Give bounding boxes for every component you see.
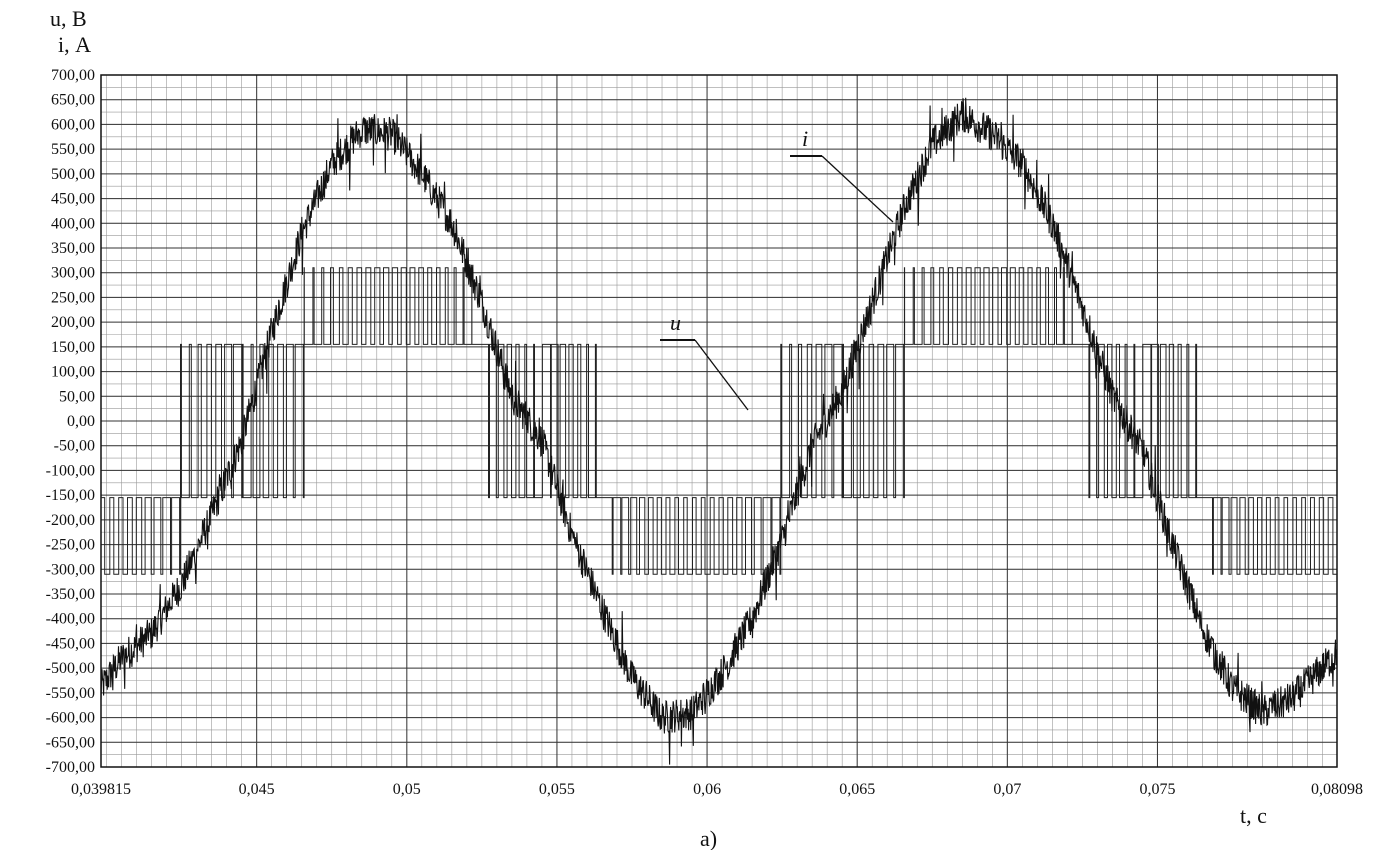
y-tick-label: 450,00: [51, 191, 95, 208]
y-tick-label: 50,00: [59, 388, 95, 405]
y-tick-label: 150,00: [51, 339, 95, 356]
annotation-i-label: i: [802, 126, 808, 151]
annotation-i: i: [790, 126, 894, 223]
x-tick-label: 0,075: [1139, 781, 1175, 798]
y-tick-label: 200,00: [51, 314, 95, 331]
annotation-i-leader: [821, 155, 894, 223]
y-tick-label: 500,00: [51, 166, 95, 183]
x-tick-label: 0,055: [539, 781, 575, 798]
x-tick-label: 0,08098: [1311, 781, 1363, 798]
annotation-u-label: u: [670, 310, 681, 335]
y-tick-label: 250,00: [51, 289, 95, 306]
x-axis-label: t, с: [1240, 803, 1267, 828]
x-tick-label: 0,05: [393, 781, 421, 798]
y-axis-label-current: i, А: [58, 32, 91, 57]
y-tick-labels: 700,00 650,00 600,00 550,00 500,00 450,00 400,…: [46, 67, 95, 776]
y-tick-label: -350,00: [46, 586, 95, 603]
y-tick-label: -100,00: [46, 462, 95, 479]
series-i-path: [100, 97, 1338, 765]
y-tick-label: 0,00: [67, 413, 95, 430]
y-tick-label: 400,00: [51, 215, 95, 232]
annotation-u-leader: [694, 339, 749, 411]
y-tick-label: 550,00: [51, 141, 95, 158]
x-tick-label: 0,045: [239, 781, 275, 798]
x-tick-label: 0,07: [993, 781, 1021, 798]
y-tick-label: 350,00: [51, 240, 95, 257]
y-tick-label: -450,00: [46, 635, 95, 652]
figure-caption: а): [700, 826, 717, 850]
y-tick-label: -400,00: [46, 611, 95, 628]
plot-frame: [100, 74, 1338, 768]
y-tick-label: 300,00: [51, 265, 95, 282]
x-tick-label: 0,039815: [71, 781, 131, 798]
y-tick-label: -550,00: [46, 685, 95, 702]
y-tick-label: 600,00: [51, 116, 95, 133]
y-tick-label: -50,00: [54, 438, 95, 455]
x-tick-label: 0,06: [693, 781, 721, 798]
y-tick-label: -200,00: [46, 512, 95, 529]
y-tick-label: -250,00: [46, 537, 95, 554]
y-tick-label: 700,00: [51, 67, 95, 84]
y-tick-label: 650,00: [51, 92, 95, 109]
y-axis-label-voltage: u, В: [50, 6, 87, 31]
y-tick-label: -150,00: [46, 487, 95, 504]
annotation-u: u: [660, 310, 749, 411]
y-tick-label: 100,00: [51, 364, 95, 381]
series-i-line: [100, 97, 1338, 765]
y-tick-label: -700,00: [46, 759, 95, 776]
y-tick-label: -600,00: [46, 710, 95, 727]
y-tick-label: -650,00: [46, 734, 95, 751]
y-tick-label: -500,00: [46, 660, 95, 677]
x-tick-labels: 0,039815 0,045 0,05 0,055 0,06 0,065 0,07 0,075…: [71, 781, 1363, 798]
y-tick-label: -300,00: [46, 561, 95, 578]
x-tick-label: 0,065: [839, 781, 875, 798]
